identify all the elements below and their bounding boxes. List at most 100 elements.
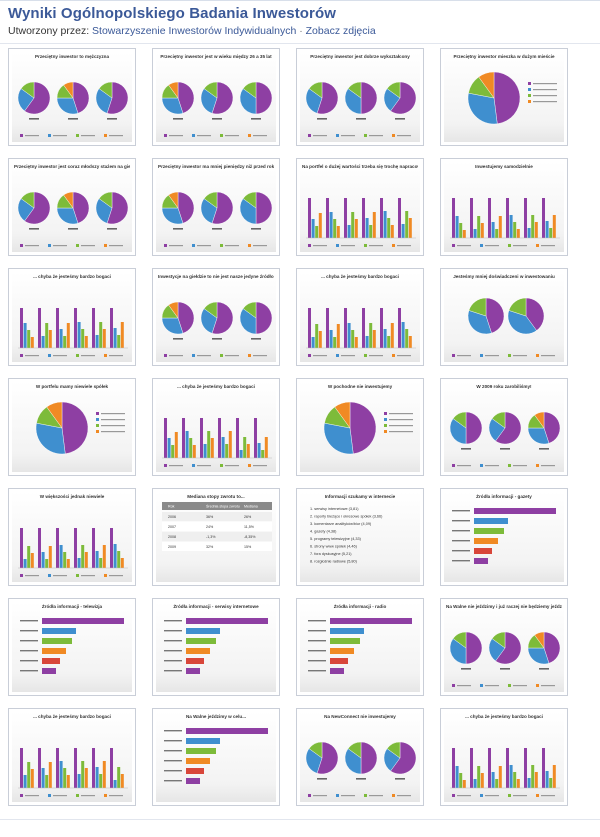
photo-thumbnail[interactable]: Źródła informacji - serwisy internetowe xyxy=(152,598,280,696)
pie-slice xyxy=(63,191,74,209)
pie-slice xyxy=(177,301,195,334)
photo-thumbnail[interactable]: Przeciętny inwestor jest coraz młodszy s… xyxy=(8,158,136,256)
slide-chart xyxy=(20,618,124,674)
bar xyxy=(218,418,221,458)
year-label xyxy=(29,228,39,230)
hbar xyxy=(186,758,210,764)
legend-swatch xyxy=(364,794,367,797)
legend-swatch xyxy=(104,574,107,577)
bar xyxy=(63,552,67,568)
bar-label xyxy=(20,630,38,632)
legend-swatch xyxy=(164,244,167,247)
bar xyxy=(185,431,189,458)
legend-text xyxy=(81,135,95,137)
legend-swatch xyxy=(452,794,455,797)
legend-swatch xyxy=(48,574,51,577)
photo-thumbnail[interactable]: ... chyba że jesteśmy bardzo bogaci xyxy=(152,378,280,476)
bar xyxy=(531,765,535,788)
photo-thumbnail[interactable]: W 2009 roku zarobiliśmy! xyxy=(440,378,568,476)
legend-swatch xyxy=(528,88,531,91)
photo-thumbnail[interactable]: Inwestujemy samodzielnie xyxy=(440,158,568,256)
bar xyxy=(117,767,121,788)
year-label xyxy=(251,338,261,340)
bar xyxy=(365,218,369,238)
legend-text xyxy=(485,795,499,797)
photo-thumbnail[interactable]: Przeciętny inwestor mieszka w dużym mieś… xyxy=(440,48,568,146)
slide-chart xyxy=(306,308,416,357)
photo-thumbnail[interactable]: Na Walne nie jeździmy i już raczej nie b… xyxy=(440,598,568,696)
legend-text xyxy=(53,245,67,247)
photo-thumbnail[interactable]: W portfelu mamy niewiele spółek xyxy=(8,378,136,476)
slide-image: ... chyba że jesteśmy bardzo bogaci xyxy=(156,382,276,472)
slide-caption: Na Walne nie jeździmy i już raczej nie b… xyxy=(446,604,562,609)
legend-swatch xyxy=(392,244,395,247)
bar xyxy=(326,308,329,348)
slide-chart xyxy=(18,748,128,797)
bar xyxy=(207,431,211,458)
legend-text xyxy=(169,135,183,137)
slide-caption: Na NewConnect nie inwestujemy xyxy=(324,714,396,719)
photo-thumbnail[interactable]: Jesteśmy mniej doświadczeni w inwestowan… xyxy=(440,268,568,366)
legend-swatch xyxy=(308,134,311,137)
bar xyxy=(239,450,243,458)
hbar xyxy=(186,738,220,744)
photo-thumbnail[interactable]: Przeciętny inwestor to mężczyzna xyxy=(8,48,136,146)
pie-slice xyxy=(467,310,492,335)
legend-swatch xyxy=(536,464,539,467)
photo-thumbnail[interactable]: Przeciętny inwestor ma mniej pieniędzy n… xyxy=(152,158,280,256)
photo-thumbnail[interactable]: ... chyba że jesteśmy bardzo bogaci xyxy=(8,268,136,366)
bar xyxy=(38,748,41,788)
photo-thumbnail[interactable]: Przeciętny inwestor jest dobrze wykształ… xyxy=(296,48,424,146)
legend-swatch xyxy=(508,464,511,467)
slide-chart xyxy=(305,81,417,137)
view-photos-link[interactable]: Zobacz zdjęcia xyxy=(305,25,376,37)
bar xyxy=(387,218,391,238)
photo-thumbnail[interactable]: W większości jednak niewiele xyxy=(8,488,136,586)
photo-thumbnail[interactable]: 1. serwisy internetowe (3,81) 2. raporty … xyxy=(296,488,424,586)
bar xyxy=(506,198,509,238)
photo-thumbnail[interactable]: Na Walne jeździmy w celu... xyxy=(152,708,280,806)
photo-thumbnail[interactable]: ... chyba że jesteśmy bardzo bogaci xyxy=(8,708,136,806)
bar xyxy=(117,551,121,568)
photo-thumbnail[interactable]: Inwestycje na giełdzie to nie jest nasze… xyxy=(152,268,280,366)
photo-thumbnail[interactable]: Źródła informacji - gazety xyxy=(440,488,568,586)
legend-text xyxy=(389,425,413,427)
slide-chart xyxy=(161,81,273,137)
photo-thumbnail[interactable]: Przeciętny inwestor jest w wieku między … xyxy=(152,48,280,146)
author-link[interactable]: Stowarzyszenie Inwestorów Indywidualnych xyxy=(92,25,297,37)
photo-thumbnail[interactable]: Na portfel o dużej wartości trzeba się t… xyxy=(296,158,424,256)
legend-swatch xyxy=(336,794,339,797)
legend-text xyxy=(197,245,211,247)
pie-slice xyxy=(168,81,179,99)
photo-thumbnail[interactable]: Rok Średnia stopa zwrotu Mediana 2006 36% 26%… xyxy=(152,488,280,586)
photo-thumbnail[interactable]: Źródła informacji - radio xyxy=(296,598,424,696)
photo-thumbnail[interactable]: W pochodne nie inwestujemy xyxy=(296,378,424,476)
legend-swatch xyxy=(76,134,79,137)
bar xyxy=(192,445,196,458)
list-item: 8. rozgłośnie radiowe (5,80) xyxy=(310,560,358,564)
photo-thumbnail[interactable]: ... chyba że jesteśmy bardzo bogaci xyxy=(440,708,568,806)
bar xyxy=(473,779,477,788)
bar xyxy=(38,308,41,348)
bar xyxy=(401,224,405,238)
pie-slice xyxy=(495,631,522,665)
bar-label xyxy=(452,510,470,512)
legend-swatch xyxy=(164,354,167,357)
pie-slice xyxy=(242,191,257,209)
photo-thumbnail[interactable]: ... chyba że jesteśmy bardzo bogaci xyxy=(296,268,424,366)
pie-slice xyxy=(452,411,467,429)
bar-label xyxy=(164,760,182,762)
photo-thumbnail[interactable]: Na NewConnect nie inwestujemy xyxy=(296,708,424,806)
slide-caption: ... chyba że jesteśmy bardzo bogaci xyxy=(33,274,111,279)
legend-swatch xyxy=(76,574,79,577)
legend-text xyxy=(541,245,555,247)
bar xyxy=(167,438,171,458)
photo-thumbnail[interactable]: Źródła informacji - telewizja xyxy=(8,598,136,696)
slide-image: Na portfel o dużej wartości trzeba się t… xyxy=(300,162,420,252)
bar xyxy=(527,228,531,238)
legend-text xyxy=(341,795,355,797)
legend-swatch xyxy=(452,354,455,357)
bar xyxy=(74,528,77,568)
created-by-label: Utworzony przez: xyxy=(8,25,90,37)
bar xyxy=(534,222,538,238)
